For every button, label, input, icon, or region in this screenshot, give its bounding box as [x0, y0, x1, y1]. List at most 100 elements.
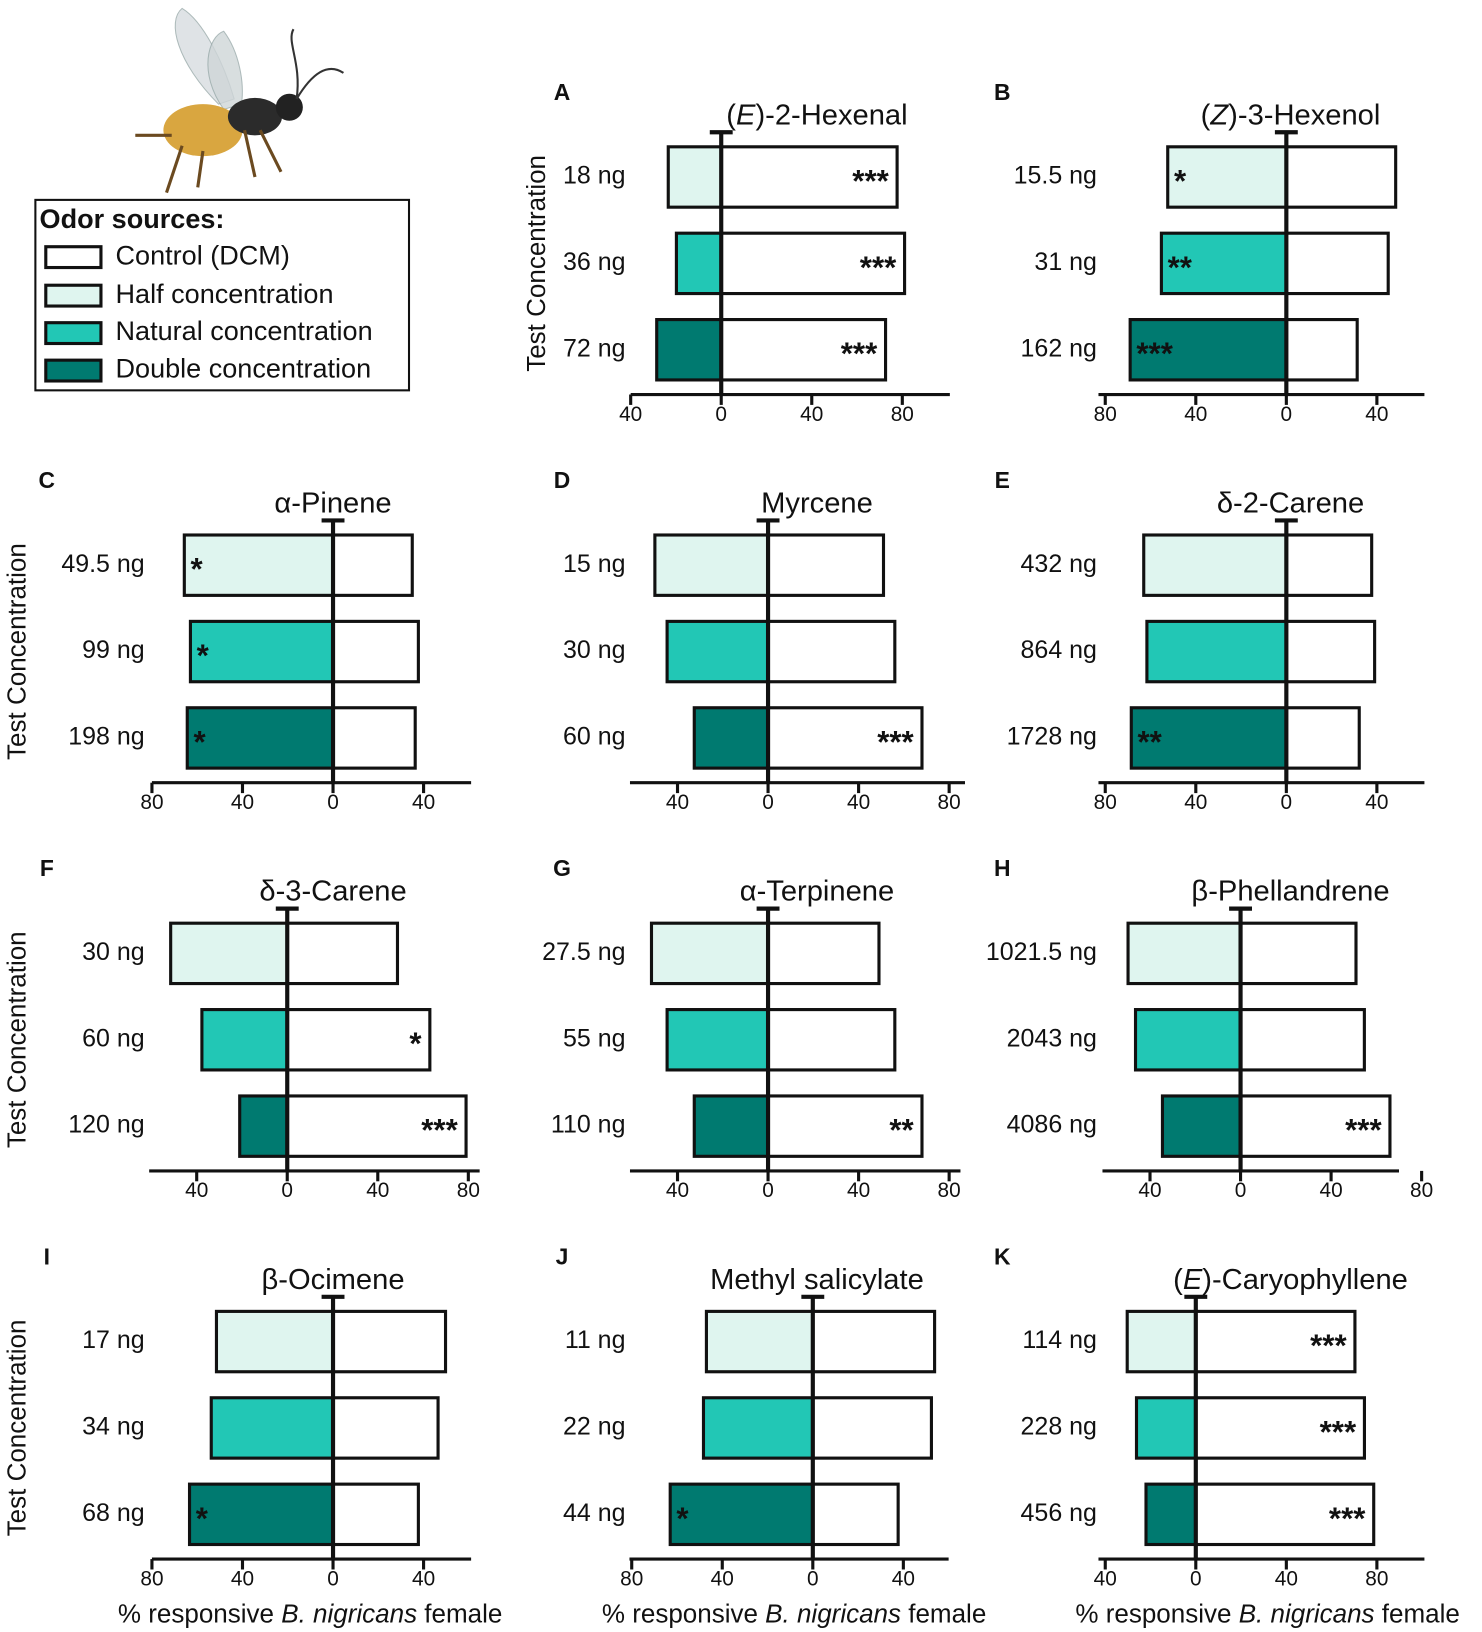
- control-bar: [1194, 1309, 1357, 1374]
- odor-bar: [1134, 1396, 1198, 1460]
- odor-bar: [238, 1094, 289, 1158]
- category-label: 34 ng: [82, 1413, 144, 1441]
- x-tick-label: 0: [807, 1567, 819, 1590]
- x-tick-label: 40: [1184, 791, 1207, 814]
- odor-bar: [666, 145, 723, 209]
- category-label: 864 ng: [1021, 636, 1097, 664]
- x-tick-label: 0: [762, 1179, 774, 1202]
- significance-label: ***: [1136, 336, 1173, 371]
- control-bar: [1194, 1482, 1376, 1547]
- legend-swatch: [44, 358, 103, 383]
- panel: K (E)-Caryophyllene % responsive B. nigric…: [994, 1243, 1460, 1628]
- odor-bar: [653, 533, 770, 597]
- x-tick-label: 0: [1190, 1567, 1202, 1590]
- odor-bar: [655, 318, 723, 382]
- x-tick-label: 0: [1235, 1179, 1247, 1202]
- odor-bar: [665, 619, 770, 684]
- panel: J Methyl salicylate % responsive B. nigric…: [556, 1243, 987, 1628]
- significance-label: **: [1168, 250, 1193, 285]
- x-tick-label: 40: [1184, 403, 1207, 426]
- x-tick-label: 0: [762, 791, 774, 814]
- legend-title: Odor sources:: [40, 204, 225, 234]
- x-tick-label: 40: [800, 403, 823, 426]
- y-axis-label: Test Concentration: [2, 931, 32, 1148]
- odor-bar: [1145, 619, 1288, 684]
- category-label: 55 ng: [563, 1024, 625, 1052]
- panel-title: β-Ocimene: [262, 1264, 405, 1296]
- significance-label: *: [196, 1501, 209, 1536]
- category-label: 30 ng: [82, 938, 144, 966]
- panel: Eδ-2-Carene 432 ng 864 ng 1728 ng ** 80 40 0 40: [995, 467, 1425, 814]
- x-tick-label: 40: [1138, 1179, 1161, 1202]
- control-bar: [331, 1482, 420, 1547]
- odor-bar: [200, 1008, 289, 1072]
- legend-label: Half concentration: [116, 279, 334, 309]
- significance-label: *: [197, 638, 210, 673]
- x-tick-label: 40: [1094, 1567, 1117, 1590]
- odor-bar: [1160, 1094, 1243, 1158]
- x-tick-label: 80: [1094, 791, 1117, 814]
- significance-label: **: [1138, 724, 1163, 759]
- panel: B (Z)-3-Hexenol 15.5 ng * 31 ng ** 162 ng *** 80…: [994, 79, 1425, 426]
- significance-label: ***: [1310, 1328, 1347, 1363]
- x-tick-label: 0: [281, 1179, 293, 1202]
- panel-letter: I: [44, 1243, 50, 1269]
- odor-bar: [1144, 1482, 1198, 1547]
- y-axis-label: Test Concentration: [2, 1320, 32, 1537]
- panel-letter: H: [994, 855, 1011, 881]
- category-label: 22 ng: [563, 1413, 625, 1441]
- panel: D Myrcene 15 ng 30 ng 60 ng *** 40 0 40 80: [554, 467, 965, 814]
- odor-bar: [1133, 1008, 1243, 1072]
- panel-title: Myrcene: [761, 488, 873, 520]
- odor-bar: [185, 706, 335, 770]
- significance-label: **: [889, 1113, 914, 1148]
- panel-letter: G: [553, 855, 571, 881]
- odor-bar: [1159, 231, 1288, 296]
- y-axis-label: Test Concentration: [2, 543, 32, 760]
- legend-label: Control (DCM): [116, 240, 290, 270]
- panel: Iβ-Ocimene Test Concentration % responsive…: [2, 1243, 503, 1628]
- category-label: 60 ng: [82, 1024, 144, 1052]
- control-bar: [766, 921, 881, 986]
- legend-label: Double concentration: [116, 354, 372, 384]
- category-label: 72 ng: [563, 334, 625, 362]
- x-tick-label: 40: [1320, 1179, 1343, 1202]
- significance-label: ***: [852, 163, 889, 198]
- odor-bar: [1166, 145, 1288, 209]
- significance-label: ***: [1320, 1414, 1357, 1449]
- category-label: 31 ng: [1034, 248, 1096, 276]
- panel-title: δ-2-Carene: [1217, 488, 1364, 520]
- control-bar: [285, 921, 400, 986]
- x-tick-label: 40: [185, 1179, 208, 1202]
- control-bar: [285, 1094, 468, 1158]
- x-tick-label: 40: [1365, 791, 1388, 814]
- legend-swatch: [44, 283, 103, 308]
- odor-bar: [674, 231, 723, 296]
- category-label: 1728 ng: [1007, 723, 1097, 751]
- x-tick-label: 80: [620, 1567, 643, 1590]
- x-tick-label: 80: [457, 1179, 480, 1202]
- panel-title: α-Terpinene: [740, 876, 894, 908]
- significance-label: *: [191, 552, 204, 587]
- panel: Hβ-Phellandrene 1021.5 ng 2043 ng 4086 ng **…: [986, 855, 1433, 1202]
- category-label: 60 ng: [563, 723, 625, 751]
- odor-bar: [665, 1008, 770, 1072]
- panel-title: δ-3-Carene: [259, 876, 406, 908]
- x-tick-label: 40: [1275, 1567, 1298, 1590]
- x-tick-label: 80: [140, 791, 163, 814]
- category-label: 15 ng: [563, 550, 625, 578]
- x-tick-label: 0: [327, 1567, 339, 1590]
- significance-label: ***: [1345, 1113, 1382, 1148]
- x-tick-label: 0: [1281, 791, 1293, 814]
- odor-bar: [169, 921, 289, 986]
- x-axis-label: % responsive B. nigricans female: [118, 1598, 502, 1628]
- control-bar: [1238, 1008, 1366, 1072]
- significance-label: *: [1174, 163, 1187, 198]
- panel-title: β-Phellandrene: [1191, 876, 1389, 908]
- x-tick-label: 80: [1094, 403, 1117, 426]
- panel-letter: D: [554, 467, 571, 493]
- odor-bar: [1126, 921, 1243, 986]
- control-bar: [285, 1008, 432, 1072]
- x-tick-label: 0: [1281, 403, 1293, 426]
- x-tick-label: 40: [231, 791, 254, 814]
